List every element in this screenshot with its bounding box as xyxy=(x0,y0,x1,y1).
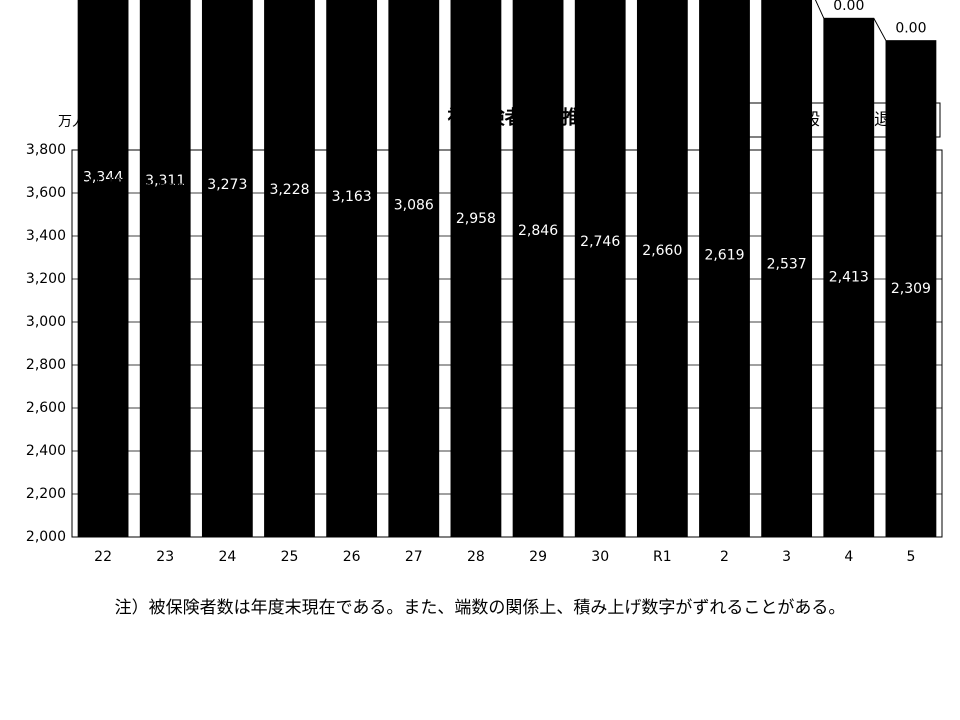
connector xyxy=(815,0,825,19)
y-tick-label: 2,000 xyxy=(26,529,66,545)
x-tick-label: 3 xyxy=(782,549,791,565)
total-label: 3,303 xyxy=(332,229,372,245)
value-label: 2,413 xyxy=(829,270,869,286)
y-tick-label: 3,800 xyxy=(26,142,66,158)
x-tick-label: 5 xyxy=(906,549,915,565)
value-label: 2,746 xyxy=(580,234,620,250)
total-label: 3,397 xyxy=(269,209,309,225)
x-tick-label: 24 xyxy=(218,549,236,565)
x-tick-label: 22 xyxy=(94,549,112,565)
total-label: 2,752 xyxy=(580,337,620,353)
bar-segment xyxy=(139,0,191,538)
value-label: 2,537 xyxy=(767,256,807,272)
x-tick-label: 28 xyxy=(467,549,485,565)
total-label: 2,870 xyxy=(518,312,558,328)
bar-segment xyxy=(761,0,813,538)
total-label: 2,619 xyxy=(704,366,744,382)
bar-segment xyxy=(201,0,253,538)
value-label: 3,086 xyxy=(394,197,434,213)
value-label: 2,660 xyxy=(642,243,682,259)
total-label: 3,013 xyxy=(456,291,496,307)
bar-segment xyxy=(699,0,750,538)
bar-segment xyxy=(636,0,688,538)
x-tick-label: 23 xyxy=(156,549,174,565)
value-label: 2,958 xyxy=(456,211,496,227)
bar-segment xyxy=(388,0,440,538)
bar-segment xyxy=(574,0,626,538)
total-label: 2,413 xyxy=(829,410,869,426)
value-label: 3,344 xyxy=(83,170,123,186)
bar-segment xyxy=(450,0,502,538)
x-tick-label: 25 xyxy=(281,549,299,565)
value-label: 0.00 xyxy=(895,21,926,37)
x-tick-label: 2 xyxy=(720,549,729,565)
total-label: 3,549 xyxy=(83,176,123,192)
bar-segment xyxy=(264,0,315,538)
value-label: 3,273 xyxy=(207,177,247,193)
total-label: 2,660 xyxy=(642,357,682,373)
value-label: 2,619 xyxy=(704,247,744,263)
bar-segment xyxy=(512,0,564,538)
x-tick-label: 4 xyxy=(844,549,853,565)
value-label: 3,228 xyxy=(269,182,309,198)
total-label: 3,466 xyxy=(207,194,247,210)
y-tick-label: 2,600 xyxy=(26,400,66,416)
total-label: 2,537 xyxy=(767,384,807,400)
value-label: 3,163 xyxy=(332,189,372,205)
x-tick-label: 26 xyxy=(343,549,361,565)
plot-border xyxy=(71,149,943,538)
total-label: 3,520 xyxy=(145,182,185,198)
y-tick-label: 3,200 xyxy=(26,271,66,287)
x-tick-label: 30 xyxy=(591,549,609,565)
value-label: 3,311 xyxy=(145,173,185,189)
value-label: 0.00 xyxy=(833,0,864,14)
x-tick-label: R1 xyxy=(653,549,672,565)
x-tick-label: 27 xyxy=(405,549,423,565)
y-tick-label: 3,400 xyxy=(26,228,66,244)
connector xyxy=(815,0,825,19)
bar-segment xyxy=(823,17,875,538)
y-tick-label: 3,600 xyxy=(26,185,66,201)
y-tick-label: 2,200 xyxy=(26,486,66,502)
bar-segment xyxy=(77,0,129,538)
y-tick-label: 2,800 xyxy=(26,357,66,373)
y-tick-label: 2,400 xyxy=(26,443,66,459)
value-label: 2,309 xyxy=(891,281,931,297)
bar-segment xyxy=(326,0,378,538)
y-tick-label: 3,000 xyxy=(26,314,66,330)
total-label: 3,182 xyxy=(394,255,434,271)
value-label: 2,846 xyxy=(518,223,558,239)
x-tick-label: 29 xyxy=(529,549,547,565)
connector xyxy=(873,18,887,41)
total-label: 2,309 xyxy=(891,433,931,449)
note: 注）被保険者数は年度末現在である。また、端数の関係上、積み上げ数字がずれることが… xyxy=(115,598,846,618)
bar-segment xyxy=(885,40,937,538)
